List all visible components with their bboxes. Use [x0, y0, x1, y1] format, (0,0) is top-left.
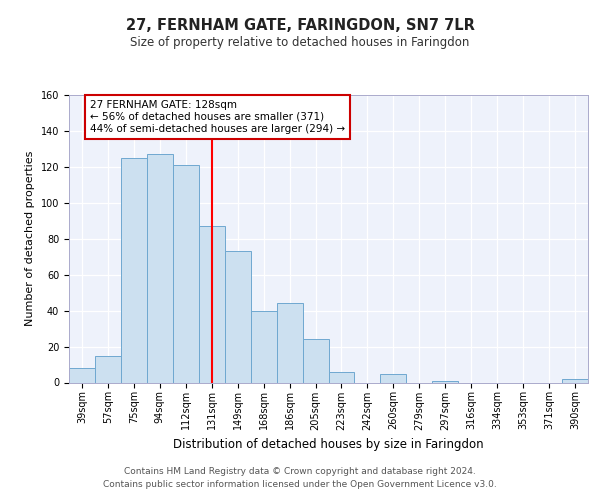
Bar	[277, 304, 302, 382]
Text: Contains public sector information licensed under the Open Government Licence v3: Contains public sector information licen…	[103, 480, 497, 489]
Bar	[69, 368, 95, 382]
Bar	[121, 158, 147, 382]
Text: 27 FERNHAM GATE: 128sqm
← 56% of detached houses are smaller (371)
44% of semi-d: 27 FERNHAM GATE: 128sqm ← 56% of detache…	[90, 100, 345, 134]
Bar	[380, 374, 406, 382]
Bar	[173, 165, 199, 382]
Bar	[433, 380, 458, 382]
Bar	[147, 154, 173, 382]
Y-axis label: Number of detached properties: Number of detached properties	[25, 151, 35, 326]
Text: Size of property relative to detached houses in Faringdon: Size of property relative to detached ho…	[130, 36, 470, 49]
Bar	[251, 310, 277, 382]
Text: 27, FERNHAM GATE, FARINGDON, SN7 7LR: 27, FERNHAM GATE, FARINGDON, SN7 7LR	[125, 18, 475, 32]
Text: Contains HM Land Registry data © Crown copyright and database right 2024.: Contains HM Land Registry data © Crown c…	[124, 467, 476, 476]
Bar	[302, 340, 329, 382]
Bar	[225, 252, 251, 382]
Bar	[329, 372, 355, 382]
Bar	[95, 356, 121, 382]
Bar	[199, 226, 224, 382]
X-axis label: Distribution of detached houses by size in Faringdon: Distribution of detached houses by size …	[173, 438, 484, 451]
Bar	[562, 379, 588, 382]
